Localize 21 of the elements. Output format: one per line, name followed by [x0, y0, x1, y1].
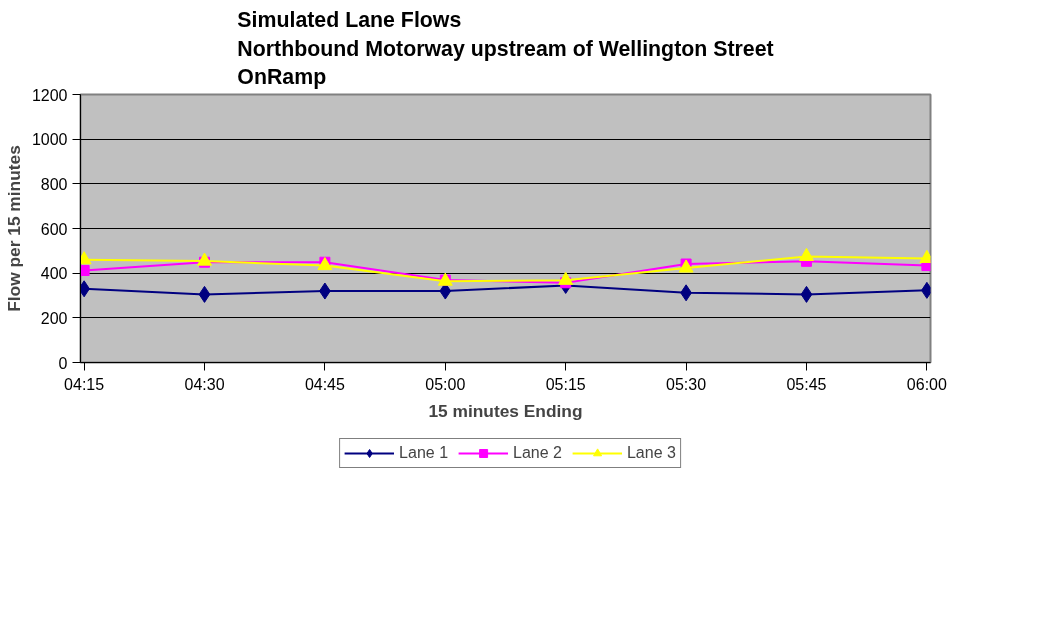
legend-label: Lane 3 — [626, 444, 676, 462]
chart-title: Simulated Lane Flows Northbound Motorway upstream of Wellington Street OnRamp — [237, 7, 774, 90]
x-tick-label: 05:15 — [545, 375, 586, 393]
legend-label: Lane 2 — [513, 444, 562, 462]
y-tick-label: 1200 — [31, 86, 68, 104]
y-axis-title: Flow per 15 minutes — [3, 145, 24, 312]
x-tick-label: 05:30 — [666, 375, 707, 393]
y-tick-label: 200 — [40, 309, 68, 327]
y-tick-label: 1000 — [31, 131, 68, 149]
x-tick-label: 04:45 — [304, 375, 346, 393]
y-tick-label: 800 — [40, 175, 68, 193]
y-tick-label: 400 — [40, 265, 68, 283]
y-tick-label: 600 — [40, 220, 68, 238]
x-tick-label: 05:00 — [425, 375, 466, 393]
x-tick-label: 04:15 — [64, 375, 105, 393]
y-tick-label: 0 — [58, 354, 68, 372]
x-axis-title: 15 minutes Ending — [428, 400, 583, 421]
x-tick-label: 05:45 — [786, 375, 827, 393]
x-tick-label: 04:30 — [184, 375, 225, 393]
legend-label: Lane 1 — [399, 444, 449, 462]
x-tick-label: 06:00 — [906, 375, 948, 393]
